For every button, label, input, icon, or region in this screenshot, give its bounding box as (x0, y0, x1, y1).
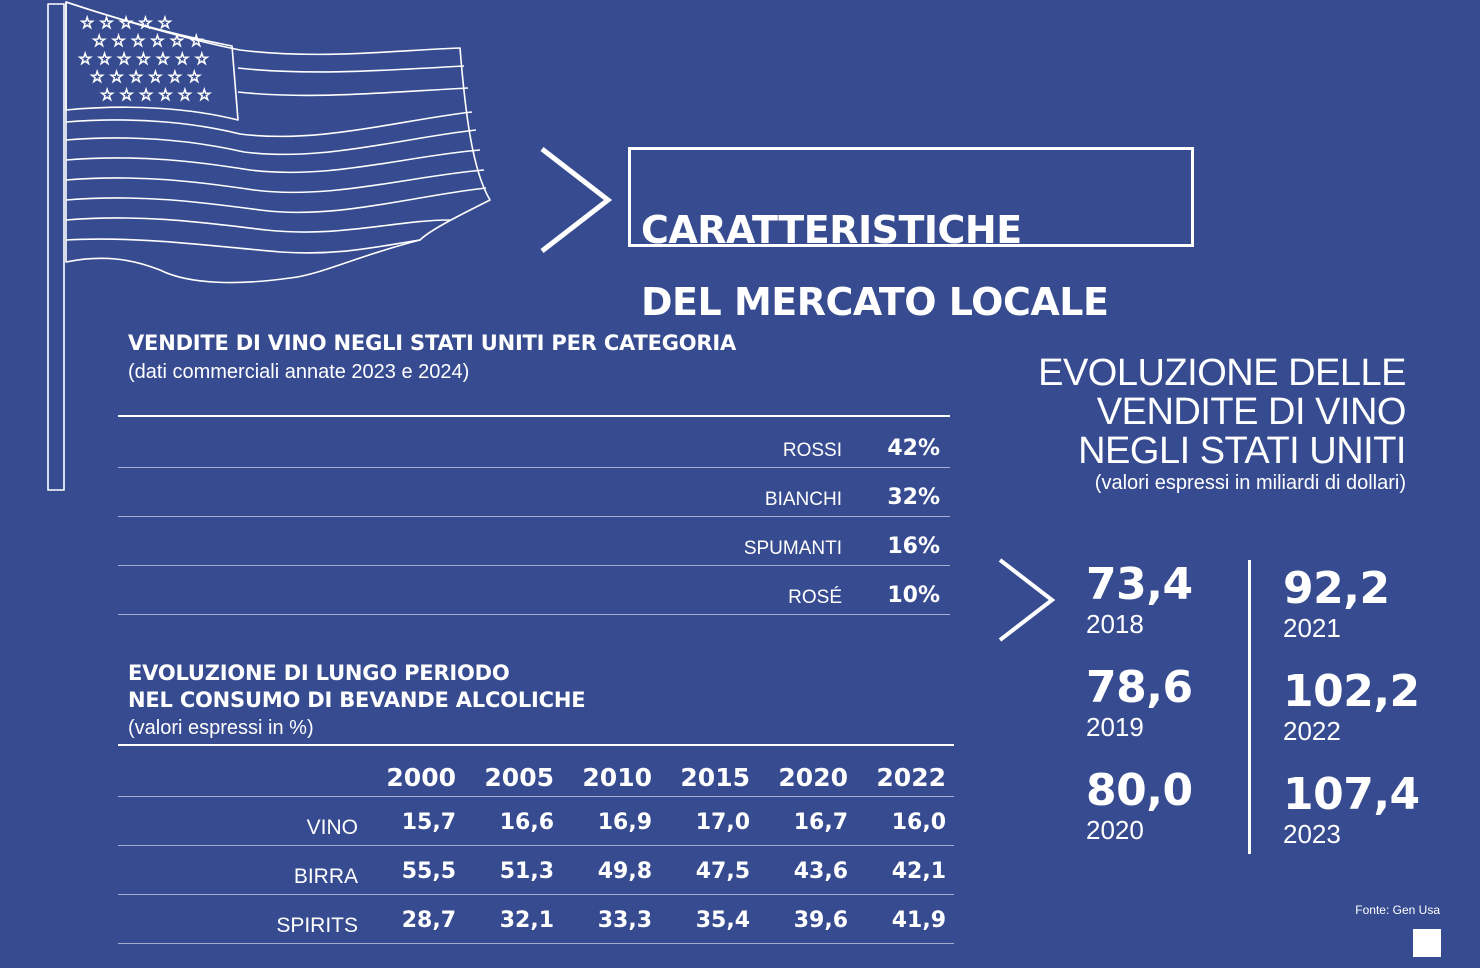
category-row: ROSSI 42% (118, 419, 950, 468)
category-row: BIANCHI 32% (118, 468, 950, 517)
categories-title: VENDITE DI VINO NEGLI STATI UNITI PER CA… (128, 331, 737, 355)
svg-text:☆ ☆ ☆ ☆ ☆ ☆ ☆: ☆ ☆ ☆ ☆ ☆ ☆ ☆ (78, 49, 209, 68)
sales-value: 78,6 (1086, 662, 1193, 713)
consumption-title: EVOLUZIONE DI LUNGO PERIODO NEL CONSUMO … (128, 660, 586, 714)
corner-square (1413, 929, 1441, 957)
category-value: 42% (887, 436, 940, 461)
sales-year: 2018 (1086, 609, 1144, 639)
consumption-value: 32,1 (499, 908, 554, 933)
svg-text:☆ ☆ ☆ ☆ ☆ ☆: ☆ ☆ ☆ ☆ ☆ ☆ (92, 31, 204, 50)
category-label: SPUMANTI (743, 538, 842, 559)
year-header: 2010 (582, 763, 652, 792)
consumption-row-vino: VINO 15,7 16,6 16,9 17,0 16,7 16,0 (118, 797, 954, 846)
sales-item: 78,6 2019 (1086, 662, 1193, 742)
consumption-row-birra: BIRRA 55,5 51,3 49,8 47,5 43,6 42,1 (118, 846, 954, 895)
consumption-value: 16,0 (891, 810, 946, 835)
year-header: 2000 (386, 763, 456, 792)
year-header: 2022 (876, 763, 946, 792)
sales-year: 2020 (1086, 815, 1144, 845)
consumption-value: 41,9 (891, 908, 946, 933)
consumption-row-label: SPIRITS (276, 914, 358, 937)
consumption-header-row: 2000 2005 2010 2015 2020 2022 (118, 748, 954, 797)
sales-title-line-1: EVOLUZIONE DELLE (1038, 352, 1406, 394)
sales-year: 2019 (1086, 712, 1144, 742)
svg-text:☆ ☆ ☆ ☆ ☆: ☆ ☆ ☆ ☆ ☆ (80, 13, 172, 32)
page-title-line-1: CARATTERISTICHE (641, 208, 1022, 252)
sales-title-line-3: NEGLI STATI UNITI (1078, 430, 1406, 472)
sales-value: 107,4 (1283, 769, 1420, 820)
consumption-value: 49,8 (597, 859, 652, 884)
svg-text:☆ ☆ ☆ ☆ ☆ ☆: ☆ ☆ ☆ ☆ ☆ ☆ (100, 85, 212, 104)
consumption-value: 16,7 (793, 810, 848, 835)
sales-value: 73,4 (1086, 559, 1193, 610)
sales-subtitle: (valori espressi in miliardi di dollari) (1094, 472, 1406, 494)
consumption-row-label: VINO (306, 816, 358, 839)
consumption-value: 16,9 (597, 810, 652, 835)
chevron-right-icon (998, 558, 1056, 642)
category-value: 10% (887, 583, 940, 608)
sales-item: 92,2 2021 (1283, 563, 1390, 643)
sales-value: 80,0 (1086, 765, 1193, 816)
category-row: SPUMANTI 16% (118, 517, 950, 566)
consumption-title-line-2: NEL CONSUMO DI BEVANDE ALCOLICHE (128, 688, 586, 712)
year-header: 2005 (484, 763, 554, 792)
consumption-value: 35,4 (695, 908, 750, 933)
consumption-value: 51,3 (499, 859, 554, 884)
consumption-value: 28,7 (401, 908, 456, 933)
consumption-value: 17,0 (695, 810, 750, 835)
consumption-value: 47,5 (695, 859, 750, 884)
consumption-row-label: BIRRA (293, 865, 358, 888)
page-title: CARATTERISTICHE DEL MERCATO LOCALE (641, 176, 1109, 356)
category-value: 16% (887, 534, 940, 559)
consumption-subtitle: (valori espressi in %) (128, 717, 314, 739)
source-note: Fonte: Gen Usa (1355, 903, 1440, 917)
svg-text:☆ ☆ ☆ ☆ ☆ ☆: ☆ ☆ ☆ ☆ ☆ ☆ (90, 67, 202, 86)
sales-year: 2021 (1283, 613, 1341, 643)
consumption-value: 42,1 (891, 859, 946, 884)
sales-title: EVOLUZIONE DELLE VENDITE DI VINO NEGLI S… (1038, 354, 1406, 471)
consumption-row-spirits: SPIRITS 28,7 32,1 33,3 35,4 39,6 41,9 (118, 895, 954, 944)
year-header: 2020 (778, 763, 848, 792)
us-flag-icon: ☆ ☆ ☆ ☆ ☆ ☆ ☆ ☆ ☆ ☆ ☆ ☆ ☆ ☆ ☆ ☆ ☆ ☆ ☆ ☆ … (47, 1, 491, 491)
page-title-line-2: DEL MERCATO LOCALE (641, 280, 1109, 324)
consumption-title-line-1: EVOLUZIONE DI LUNGO PERIODO (128, 661, 510, 685)
categories-subtitle: (dati commerciali annate 2023 e 2024) (128, 361, 470, 383)
sales-title-line-2: VENDITE DI VINO (1096, 391, 1407, 433)
category-label: BIANCHI (764, 489, 842, 510)
consumption-top-rule (118, 744, 954, 746)
category-value: 32% (887, 485, 940, 510)
category-label: ROSSI (782, 440, 842, 461)
consumption-value: 39,6 (793, 908, 848, 933)
consumption-value: 55,5 (401, 859, 456, 884)
title-box: CARATTERISTICHE DEL MERCATO LOCALE (628, 147, 1194, 321)
sales-year: 2022 (1283, 716, 1341, 746)
consumption-value: 16,6 (499, 810, 554, 835)
consumption-value: 43,6 (793, 859, 848, 884)
sales-item: 102,2 2022 (1283, 666, 1420, 746)
year-header: 2015 (680, 763, 750, 792)
consumption-value: 15,7 (401, 810, 456, 835)
category-label: ROSÉ (788, 587, 842, 608)
sales-year: 2023 (1283, 819, 1341, 849)
consumption-value: 33,3 (597, 908, 652, 933)
sales-item: 107,4 2023 (1283, 769, 1420, 849)
sales-item: 80,0 2020 (1086, 765, 1193, 845)
sales-value: 92,2 (1283, 563, 1390, 614)
sales-item: 73,4 2018 (1086, 559, 1193, 639)
category-row: ROSÉ 10% (118, 566, 950, 615)
chevron-right-icon (540, 147, 613, 253)
sales-value: 102,2 (1283, 666, 1420, 717)
sales-divider (1248, 560, 1251, 854)
categories-top-rule (118, 415, 950, 417)
